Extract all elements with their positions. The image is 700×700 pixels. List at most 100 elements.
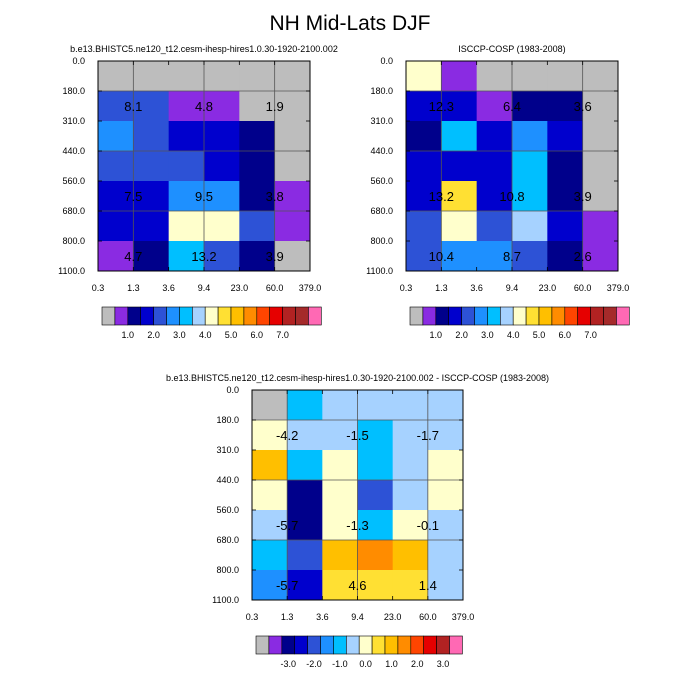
data-label: 3.8: [266, 189, 284, 204]
heatmap-cell: [512, 211, 548, 242]
heatmap-cell: [239, 91, 276, 122]
heatmap-cell: [322, 570, 358, 601]
colorbar-swatch: [499, 306, 514, 326]
colorbar-swatch: [204, 306, 219, 326]
heatmap-cell: [133, 241, 170, 272]
heatmap-cell: [441, 241, 478, 272]
colorbar-swatch: [295, 306, 309, 326]
data-label: 13.2: [191, 249, 216, 264]
x-tick-label: 9.4: [198, 283, 211, 293]
colorbar-swatch: [217, 306, 232, 326]
heatmap-cell: [98, 211, 134, 242]
x-tick-label: 60.0: [266, 283, 284, 293]
heatmap-cell: [274, 121, 311, 152]
heatmap-cell: [512, 91, 548, 122]
colorbar-swatch: [616, 306, 630, 326]
heatmap-cell: [547, 241, 584, 272]
heatmap-cell: [252, 390, 288, 421]
x-tick-label: 1.3: [127, 283, 140, 293]
heatmap-cell: [357, 420, 394, 451]
heatmap-cell: [427, 510, 464, 541]
colorbar-label: 3.0: [481, 330, 494, 340]
heatmap-cell: [406, 151, 442, 182]
heatmap-cell: [476, 151, 513, 182]
data-label: 4.6: [348, 578, 366, 593]
x-tick-label: 23.0: [384, 612, 402, 622]
colorbar-swatch: [101, 306, 116, 326]
heatmap-panel-2: 0.3 1.3 3.6 9.4 23.0 60.0 379.0 0.0 180.0 310.0 44…: [366, 44, 630, 340]
heatmap-cell: [512, 121, 548, 152]
heatmap-cell: [582, 181, 619, 212]
heatmap-cell: [547, 121, 584, 152]
colorbar-swatch: [564, 306, 578, 326]
heatmap-cell: [287, 540, 323, 571]
colorbar-label: 5.0: [533, 330, 546, 340]
y-tick-label: 310.0: [216, 445, 239, 455]
data-label: 1.9: [266, 99, 284, 114]
heatmap-cell: [406, 91, 442, 122]
colorbar-swatch: [358, 635, 373, 655]
heatmap-cell: [252, 540, 288, 571]
colorbar-swatch: [281, 635, 295, 655]
colorbar-swatch: [487, 306, 501, 326]
colorbar-swatch: [422, 306, 437, 326]
heatmap-cell: [239, 241, 276, 272]
heatmap-cell: [582, 91, 619, 122]
colorbar-swatch: [256, 306, 270, 326]
data-label: -1.7: [417, 428, 439, 443]
y-tick-label: 800.0: [62, 236, 85, 246]
heatmap-cell: [274, 91, 311, 122]
heatmap-cell: [357, 540, 394, 571]
y-tick-label: 560.0: [216, 505, 239, 515]
heatmap-cell: [287, 480, 323, 511]
heatmap-cell: [476, 61, 513, 92]
data-label: 3.6: [574, 99, 592, 114]
heatmap-cell: [357, 480, 394, 511]
x-tick-label: 3.6: [470, 283, 483, 293]
heatmap-cell: [274, 151, 311, 182]
heatmap-cell: [204, 121, 240, 152]
data-label: 4.7: [124, 249, 142, 264]
heatmap-cell: [168, 181, 205, 212]
heatmap-cell: [392, 450, 429, 481]
colorbar-swatch: [308, 306, 322, 326]
heatmap-cell: [239, 181, 276, 212]
heatmap-cell: [274, 211, 311, 242]
heatmap-cell: [582, 121, 619, 152]
colorbar-swatch: [114, 306, 129, 326]
colorbar-label: -2.0: [306, 659, 322, 669]
panel-title: ISCCP-COSP (1983-2008): [458, 44, 565, 54]
heatmap-cell: [357, 450, 394, 481]
heatmap-cell: [476, 91, 513, 122]
y-tick-label: 310.0: [370, 116, 393, 126]
x-tick-label: 0.3: [92, 283, 105, 293]
heatmap-cell: [133, 61, 170, 92]
y-tick-label: 440.0: [370, 146, 393, 156]
colorbar-swatch: [307, 635, 321, 655]
heatmap-cell: [239, 151, 276, 182]
x-tick-label: 60.0: [419, 612, 437, 622]
x-tick-label: 0.3: [400, 283, 413, 293]
y-tick-label: 1100.0: [58, 266, 85, 276]
colorbar-label: 4.0: [507, 330, 520, 340]
heatmap-cell: [547, 91, 584, 122]
colorbar-label: 2.0: [147, 330, 160, 340]
colorbar-swatch: [461, 306, 475, 326]
y-tick-label: 180.0: [62, 86, 85, 96]
heatmap-cell: [252, 480, 288, 511]
heatmap-cell: [357, 510, 394, 541]
heatmap-cell: [476, 181, 513, 212]
colorbar-label: -1.0: [332, 659, 348, 669]
colorbar-swatch: [409, 306, 424, 326]
colorbar-swatch: [525, 306, 540, 326]
heatmap-cell: [133, 211, 170, 242]
heatmap-cell: [357, 570, 394, 601]
y-tick-label: 1100.0: [212, 595, 239, 605]
heatmap-cell: [274, 61, 311, 92]
heatmap-cell: [239, 61, 276, 92]
colorbar-label: 7.0: [276, 330, 289, 340]
y-tick-label: 180.0: [216, 415, 239, 425]
colorbar-label: -3.0: [280, 659, 296, 669]
colorbar-swatch: [269, 306, 283, 326]
